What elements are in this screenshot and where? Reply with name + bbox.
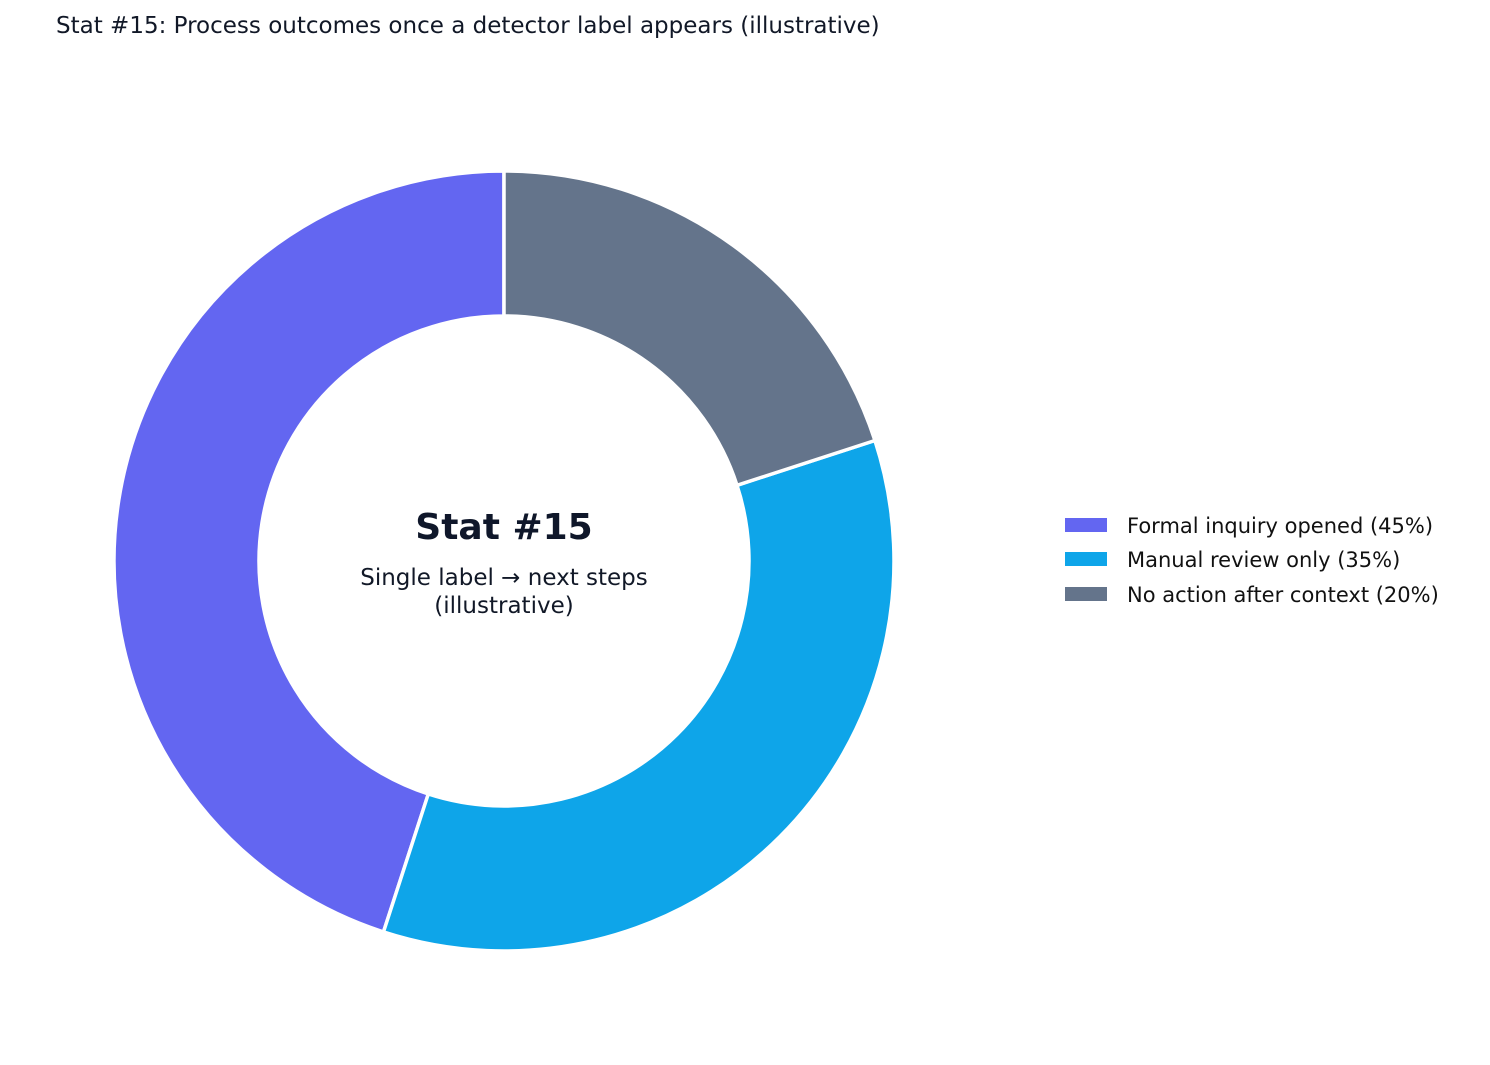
- legend: Formal inquiry opened (45%) Manual revie…: [1065, 514, 1439, 607]
- slice-no-action: [502, 169, 877, 488]
- chart-title: Stat #15: Process outcomes once a detect…: [56, 13, 880, 39]
- legend-label-formal-inquiry: Formal inquiry opened (45%): [1127, 514, 1433, 538]
- legend-swatch-manual-review: [1065, 552, 1107, 566]
- slice-formal-inquiry: [112, 169, 506, 934]
- center-subtitle-line-1: Single label → next steps: [360, 565, 648, 591]
- slice-manual-review: [381, 438, 896, 953]
- center-subtitle-line-2: (illustrative): [434, 593, 573, 619]
- legend-swatch-no-action: [1065, 587, 1107, 601]
- legend-label-manual-review: Manual review only (35%): [1127, 548, 1400, 572]
- legend-swatch-formal-inquiry: [1065, 518, 1107, 532]
- donut-slices: [112, 169, 896, 953]
- legend-label-no-action: No action after context (20%): [1127, 583, 1439, 607]
- center-title: Stat #15: [415, 507, 592, 548]
